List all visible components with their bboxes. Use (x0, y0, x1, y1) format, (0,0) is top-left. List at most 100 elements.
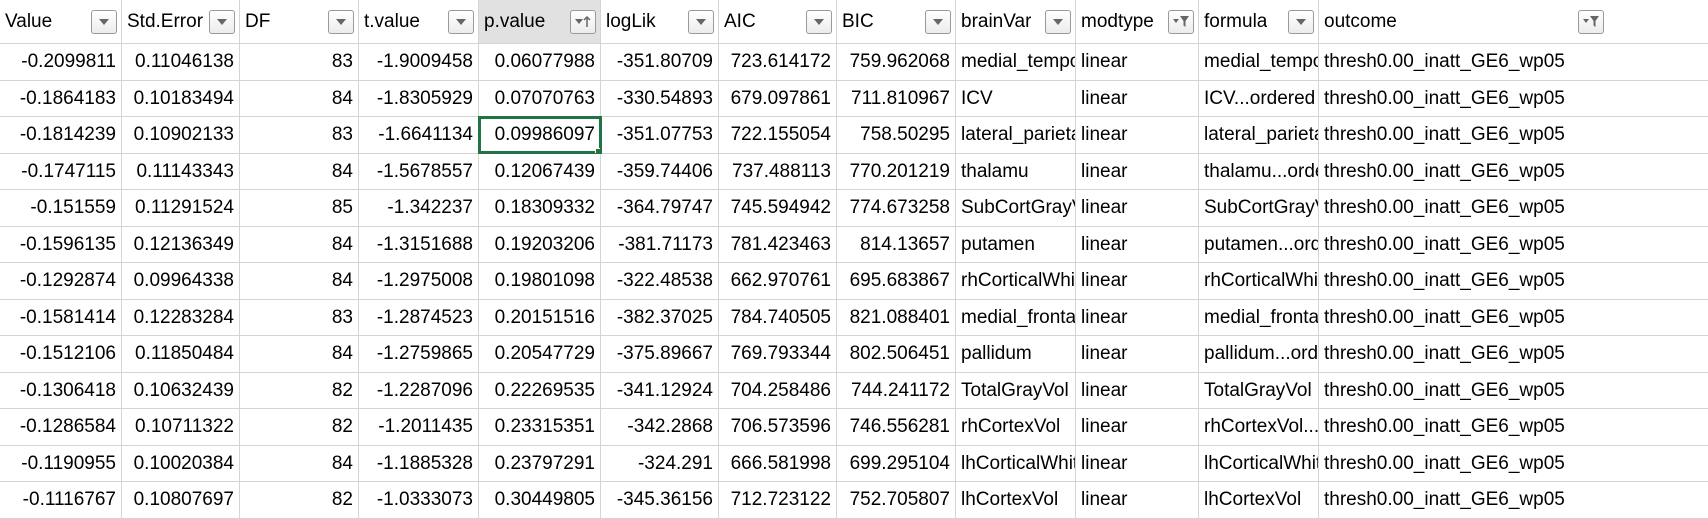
table-cell[interactable]: linear (1076, 409, 1199, 445)
table-cell[interactable]: 711.810967 (837, 80, 956, 116)
table-cell[interactable]: 0.09964338 (122, 263, 240, 299)
table-cell[interactable]: -1.8305929 (359, 80, 479, 116)
table-cell[interactable]: lhCorticalWhiteMatterVol (956, 445, 1076, 481)
table-cell[interactable]: 774.673258 (837, 190, 956, 226)
table-cell[interactable]: 0.30449805 (479, 482, 601, 518)
table-cell[interactable]: -1.2874523 (359, 299, 479, 335)
table-cell[interactable]: 0.12136349 (122, 226, 240, 262)
table-cell[interactable]: 781.423463 (719, 226, 837, 262)
table-cell[interactable]: 0.11850484 (122, 336, 240, 372)
table-cell[interactable]: putamen...ordered (1199, 226, 1319, 262)
table-cell[interactable]: 0.23315351 (479, 409, 601, 445)
table-cell[interactable]: -364.79747 (601, 190, 719, 226)
table-cell[interactable]: 84 (240, 263, 359, 299)
table-cell[interactable]: 0.18309332 (479, 190, 601, 226)
column-header-t-value[interactable]: t.value (359, 0, 479, 43)
column-header-aic[interactable]: AIC (719, 0, 837, 43)
filter-dropdown-icon[interactable] (806, 9, 832, 34)
table-cell[interactable]: 83 (240, 44, 359, 80)
table-cell[interactable]: linear (1076, 445, 1199, 481)
table-cell[interactable]: 814.13657 (837, 226, 956, 262)
table-cell[interactable]: 723.614172 (719, 44, 837, 80)
table-cell[interactable]: thresh0.00_inatt_GE6_wp05 (1324, 87, 1565, 109)
table-cell[interactable]: linear (1076, 117, 1199, 153)
table-cell[interactable]: SubCortGrayVol (1199, 190, 1319, 226)
table-cell[interactable]: linear (1076, 299, 1199, 335)
table-cell[interactable]: medial_temporal (1199, 44, 1319, 80)
table-cell[interactable]: lhCortexVol (956, 482, 1076, 518)
table-cell[interactable]: -351.80709 (601, 44, 719, 80)
table-cell[interactable]: 0.19203206 (479, 226, 601, 262)
table-cell[interactable]: 0.10902133 (122, 117, 240, 153)
table-cell[interactable]: thresh0.00_inatt_GE6_wp05 (1324, 416, 1565, 438)
table-cell[interactable]: -342.2868 (601, 409, 719, 445)
table-cell[interactable]: 0.10183494 (122, 80, 240, 116)
table-cell[interactable]: 0.20547729 (479, 336, 601, 372)
table-cell[interactable]: lateral_parietal (956, 117, 1076, 153)
table-cell[interactable]: -1.2759865 (359, 336, 479, 372)
table-cell[interactable]: -0.1581414 (0, 299, 122, 335)
table-cell[interactable]: -381.71173 (601, 226, 719, 262)
table-cell[interactable]: 84 (240, 226, 359, 262)
table-cell[interactable]: 83 (240, 299, 359, 335)
table-cell[interactable]: 0.09986097 (478, 116, 602, 154)
table-cell[interactable]: 722.155054 (719, 117, 837, 153)
table-cell[interactable]: thresh0.00_inatt_GE6_wp05 (1324, 197, 1565, 219)
table-cell[interactable]: -359.74406 (601, 153, 719, 189)
table-cell[interactable]: -382.37025 (601, 299, 719, 335)
column-header-df[interactable]: DF (240, 0, 359, 43)
table-cell[interactable]: 758.50295 (837, 117, 956, 153)
table-cell[interactable]: 784.740505 (719, 299, 837, 335)
table-cell[interactable]: SubCortGrayVol (956, 190, 1076, 226)
table-cell[interactable]: 0.10020384 (122, 445, 240, 481)
table-cell[interactable]: thalamu (956, 153, 1076, 189)
column-header-value[interactable]: Value (0, 0, 122, 43)
table-cell[interactable]: thresh0.00_inatt_GE6_wp05 (1324, 452, 1565, 474)
table-cell[interactable]: 745.594942 (719, 190, 837, 226)
table-cell[interactable]: thresh0.00_inatt_GE6_wp05 (1324, 489, 1565, 511)
table-cell[interactable]: linear (1076, 372, 1199, 408)
table-cell[interactable]: -1.3151688 (359, 226, 479, 262)
table-cell[interactable]: 704.258486 (719, 372, 837, 408)
table-cell[interactable]: 752.705807 (837, 482, 956, 518)
table-cell[interactable]: -0.151559 (0, 190, 122, 226)
table-cell[interactable]: -341.12924 (601, 372, 719, 408)
table-cell[interactable]: -322.48538 (601, 263, 719, 299)
table-cell[interactable]: -0.1512106 (0, 336, 122, 372)
table-cell[interactable]: -0.1292874 (0, 263, 122, 299)
table-cell[interactable]: linear (1076, 263, 1199, 299)
table-cell[interactable]: -375.89667 (601, 336, 719, 372)
table-cell[interactable]: -0.1596135 (0, 226, 122, 262)
table-cell[interactable]: 0.11291524 (122, 190, 240, 226)
table-cell[interactable]: 746.556281 (837, 409, 956, 445)
table-cell[interactable]: -1.342237 (359, 190, 479, 226)
table-cell[interactable]: pallidum (956, 336, 1076, 372)
table-cell[interactable]: thresh0.00_inatt_GE6_wp05 (1324, 124, 1565, 146)
table-cell[interactable]: -0.1190955 (0, 445, 122, 481)
table-cell[interactable]: thresh0.00_inatt_GE6_wp05 (1324, 343, 1565, 365)
table-cell[interactable]: 662.970761 (719, 263, 837, 299)
table-cell[interactable]: 0.22269535 (479, 372, 601, 408)
table-cell[interactable]: 82 (240, 482, 359, 518)
table-cell[interactable]: -1.0333073 (359, 482, 479, 518)
table-cell[interactable]: thalamu...ordered (1199, 153, 1319, 189)
table-cell[interactable]: linear (1076, 80, 1199, 116)
table-cell[interactable]: 83 (240, 117, 359, 153)
table-cell[interactable]: linear (1076, 482, 1199, 518)
table-cell[interactable]: TotalGrayVol (956, 372, 1076, 408)
table-cell[interactable]: 666.581998 (719, 445, 837, 481)
table-cell[interactable]: -1.2011435 (359, 409, 479, 445)
table-cell[interactable]: -0.1747115 (0, 153, 122, 189)
column-header-brainvar[interactable]: brainVar (956, 0, 1076, 43)
table-cell[interactable]: -0.1286584 (0, 409, 122, 445)
table-cell[interactable]: ICV (956, 80, 1076, 116)
table-cell[interactable]: -324.291 (601, 445, 719, 481)
table-cell[interactable]: 0.19801098 (479, 263, 601, 299)
table-cell[interactable]: -0.1814239 (0, 117, 122, 153)
table-cell[interactable]: -0.1864183 (0, 80, 122, 116)
table-cell[interactable]: 84 (240, 336, 359, 372)
table-cell[interactable]: putamen (956, 226, 1076, 262)
table-cell[interactable]: -1.2975008 (359, 263, 479, 299)
table-cell[interactable]: lhCortexVol (1199, 482, 1319, 518)
filter-dropdown-icon[interactable] (91, 9, 117, 34)
